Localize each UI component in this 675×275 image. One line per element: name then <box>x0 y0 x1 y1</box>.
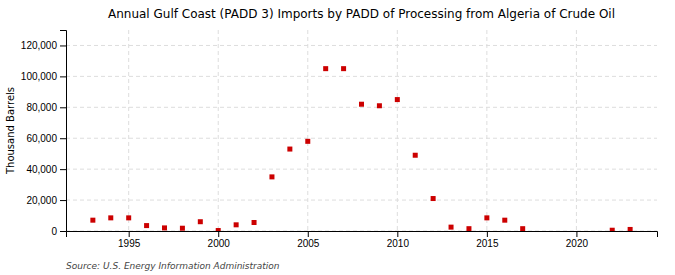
x-tick-mark <box>487 231 488 237</box>
point <box>610 228 615 231</box>
y-axis: 0 20,000 40,000 60,000 80,000 100,000 120,000 <box>21 31 67 237</box>
point <box>431 196 436 201</box>
y-axis-line <box>60 31 67 232</box>
y-tick: 80,000 <box>26 102 66 113</box>
y-tick-label: 60,000 <box>26 133 57 144</box>
source-note: Source: U.S. Energy Information Administ… <box>66 261 280 271</box>
x-tick: 2005 <box>297 231 320 249</box>
x-tick: 2020 <box>566 231 589 249</box>
grid-line <box>66 107 657 108</box>
point <box>449 225 454 230</box>
x-tick-label: 2005 <box>297 238 320 249</box>
y-tick-label: 80,000 <box>26 102 57 113</box>
x-tick-label: 1995 <box>118 238 141 249</box>
x-tick-mark <box>397 231 398 237</box>
point <box>126 215 131 220</box>
x-tick-label: 2000 <box>208 238 231 249</box>
grid <box>66 30 657 231</box>
x-tick-mark <box>129 231 130 237</box>
grid-line <box>66 138 657 139</box>
x-tick: 2000 <box>208 231 231 249</box>
y-tick-mark <box>60 107 66 108</box>
x-tick: 2010 <box>387 231 410 249</box>
point <box>466 226 471 231</box>
y-tick-label: 100,000 <box>21 71 58 82</box>
x-tick-mark <box>218 231 219 237</box>
point <box>287 147 292 152</box>
points <box>90 66 632 231</box>
y-tick: 0 <box>51 226 66 237</box>
point <box>234 222 239 227</box>
y-tick-mark <box>60 231 66 232</box>
grid-line <box>128 30 129 231</box>
point <box>395 97 400 102</box>
x-tick-label: 2020 <box>566 238 589 249</box>
grid-line <box>397 30 398 231</box>
grid-line <box>218 30 219 231</box>
y-tick-label: 40,000 <box>26 164 57 175</box>
y-tick-mark <box>60 169 66 170</box>
grid-line <box>66 169 657 170</box>
y-tick-mark <box>60 138 66 139</box>
grid-line <box>66 200 657 201</box>
x-axis-line <box>67 232 658 238</box>
point <box>252 220 257 225</box>
point <box>90 218 95 223</box>
y-tick-label: 0 <box>51 226 57 237</box>
y-tick-label: 120,000 <box>21 40 58 51</box>
y-tick-mark <box>60 200 66 201</box>
y-tick: 120,000 <box>21 40 66 51</box>
title: Annual Gulf Coast (PADD 3) Imports by PA… <box>108 7 615 21</box>
chart: 1995 2000 2005 2010 2015 2020 0 20,000 40,000 60,… <box>0 0 675 275</box>
point <box>377 103 382 108</box>
point <box>502 218 507 223</box>
point <box>269 174 274 179</box>
point <box>108 215 113 220</box>
x-tick-mark <box>308 231 309 237</box>
grid-line <box>66 45 657 46</box>
point <box>144 223 149 228</box>
x-tick: 1995 <box>118 231 141 249</box>
y-tick: 60,000 <box>26 133 66 144</box>
y-tick: 40,000 <box>26 164 66 175</box>
x-tick-mark <box>576 231 577 237</box>
point <box>341 66 346 71</box>
y-tick: 20,000 <box>26 195 66 206</box>
point <box>520 226 525 231</box>
x-tick: 2015 <box>476 231 499 249</box>
grid-line <box>576 30 577 231</box>
grid-line <box>307 30 308 231</box>
y-tick: 100,000 <box>21 71 66 82</box>
point <box>305 139 310 144</box>
y-axis-title: Thousand Barrels <box>5 87 16 175</box>
x-axis: 1995 2000 2005 2010 2015 2020 <box>67 231 658 249</box>
point <box>216 228 221 231</box>
plot-area: 1995 2000 2005 2010 2015 2020 0 20,000 40,000 60,… <box>21 30 658 249</box>
x-tick-label: 2015 <box>476 238 499 249</box>
point <box>323 66 328 71</box>
grid-line <box>486 30 487 231</box>
x-tick-label: 2010 <box>387 238 410 249</box>
point <box>628 227 633 231</box>
point <box>359 102 364 107</box>
point <box>198 219 203 224</box>
point <box>162 225 167 230</box>
grid-line <box>66 76 657 77</box>
point <box>484 215 489 220</box>
point <box>180 226 185 231</box>
y-tick-mark <box>60 76 66 77</box>
y-tick-label: 20,000 <box>26 195 57 206</box>
y-tick-mark <box>60 45 66 46</box>
point <box>413 153 418 158</box>
